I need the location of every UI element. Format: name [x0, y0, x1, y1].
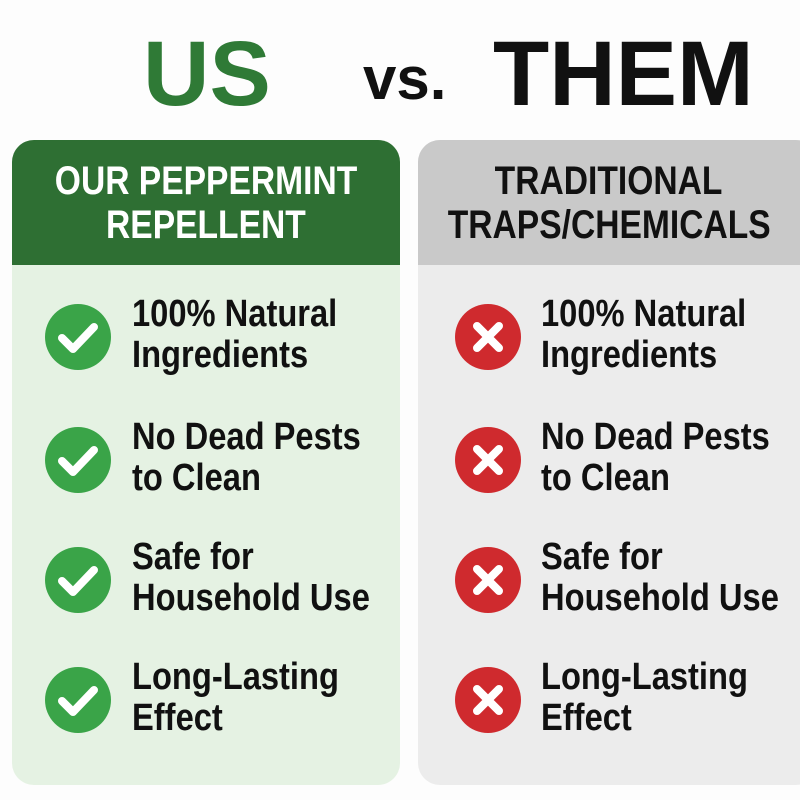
x-circle-icon — [454, 666, 522, 734]
feature-label: No Dead Pests to Clean — [541, 417, 770, 499]
check-circle-icon — [44, 426, 112, 494]
feature-line: Household Use — [132, 577, 370, 619]
title-vs: vs. — [363, 45, 447, 112]
feature-label: 100% Natural Ingredients — [541, 294, 746, 376]
traditional-panel: TRADITIONAL TRAPS/CHEMICALS 100% Natural… — [418, 140, 800, 785]
check-circle-icon — [44, 666, 112, 734]
feature-line: 100% Natural — [132, 293, 338, 335]
comparison-row: No Dead Pests to Clean — [12, 415, 400, 505]
our-product-panel: OUR PEPPERMINT REPELLENT 100% Natural Ing… — [12, 140, 400, 785]
header-line: TRAPS/CHEMICALS — [447, 202, 771, 247]
feature-line: Effect — [132, 697, 223, 739]
comparison-row: Safe for Household Use — [12, 535, 400, 625]
feature-label: Safe for Household Use — [541, 537, 779, 619]
feature-line: Safe for — [132, 536, 254, 578]
comparison-row: Long-Lasting Effect — [418, 655, 800, 745]
comparison-row: No Dead Pests to Clean — [418, 415, 800, 505]
feature-line: Effect — [541, 697, 632, 739]
feature-line: Ingredients — [541, 334, 718, 376]
feature-line: No Dead Pests — [541, 416, 770, 458]
feature-label: Long-Lasting Effect — [541, 657, 748, 739]
header-line: REPELLENT — [106, 202, 306, 247]
traditional-header: TRADITIONAL TRAPS/CHEMICALS — [418, 140, 800, 265]
x-circle-icon — [454, 303, 522, 371]
feature-label: Safe for Household Use — [132, 537, 370, 619]
feature-line: Household Use — [541, 577, 779, 619]
feature-line: Ingredients — [132, 334, 309, 376]
feature-line: No Dead Pests — [132, 416, 361, 458]
feature-line: to Clean — [541, 457, 670, 499]
header-line: TRADITIONAL — [495, 158, 723, 203]
feature-label: No Dead Pests to Clean — [132, 417, 361, 499]
x-circle-icon — [454, 426, 522, 494]
comparison-row: 100% Natural Ingredients — [418, 292, 800, 382]
header-line: OUR PEPPERMINT — [54, 158, 358, 203]
feature-line: Safe for — [541, 536, 663, 578]
x-circle-icon — [454, 546, 522, 614]
check-circle-icon — [44, 546, 112, 614]
comparison-row: Long-Lasting Effect — [12, 655, 400, 745]
our-product-header: OUR PEPPERMINT REPELLENT — [12, 140, 400, 265]
title-them: THEM — [493, 23, 754, 125]
comparison-row: Safe for Household Use — [418, 535, 800, 625]
feature-line: to Clean — [132, 457, 261, 499]
feature-line: Long-Lasting — [132, 656, 339, 698]
check-circle-icon — [44, 303, 112, 371]
feature-line: Long-Lasting — [541, 656, 748, 698]
comparison-row: 100% Natural Ingredients — [12, 292, 400, 382]
feature-label: 100% Natural Ingredients — [132, 294, 337, 376]
feature-line: 100% Natural — [541, 293, 747, 335]
feature-label: Long-Lasting Effect — [132, 657, 339, 739]
title-us: US — [143, 23, 271, 125]
